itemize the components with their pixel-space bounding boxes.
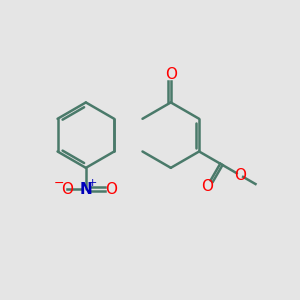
Text: −: − [53, 177, 64, 190]
Text: O: O [61, 182, 73, 197]
Text: O: O [201, 178, 213, 194]
Text: N: N [80, 182, 92, 197]
Text: O: O [105, 182, 117, 197]
Text: +: + [88, 178, 97, 188]
Text: O: O [235, 168, 247, 183]
Text: O: O [165, 67, 177, 82]
